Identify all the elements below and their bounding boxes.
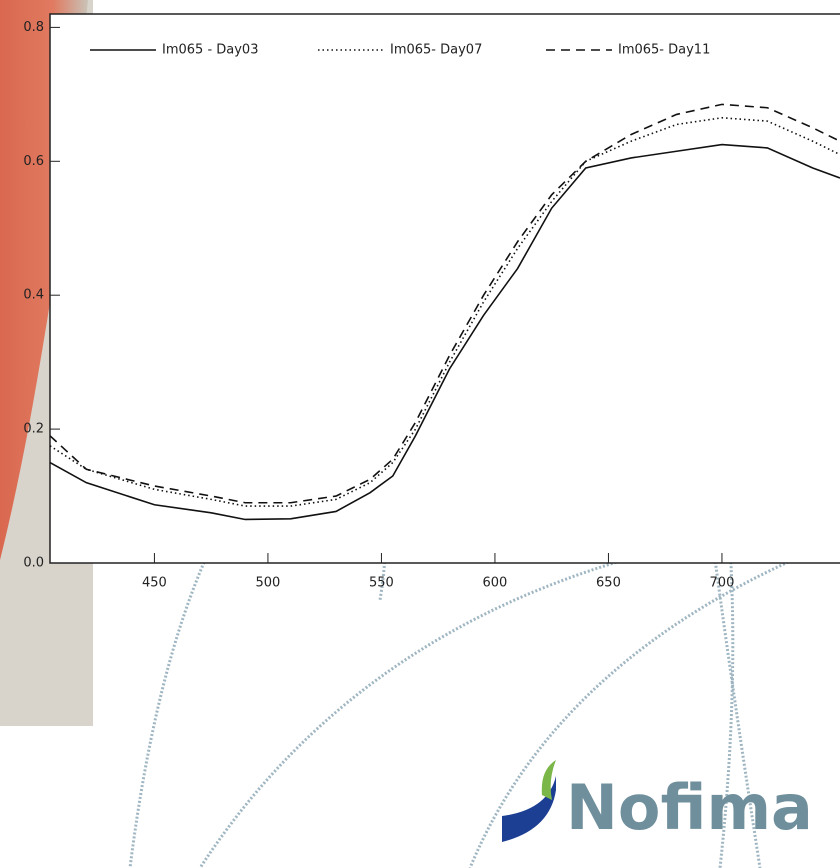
plot-area	[49, 13, 840, 564]
chart: 0.0 0.2 0.4 0.6 0.8 450 500 550 600 650 700 Im065 -…	[23, 20, 840, 591]
x-tick-label: 600	[483, 576, 508, 591]
logo-mark	[502, 776, 556, 842]
x-tick-label: 550	[369, 576, 394, 591]
y-tick-label: 0.8	[23, 20, 44, 35]
x-tick-label: 700	[710, 576, 735, 591]
legend-label: Im065- Day11	[618, 43, 710, 58]
logo-leaf	[541, 760, 556, 800]
y-tick-label: 0.2	[23, 422, 44, 437]
y-tick-label: 0.4	[23, 288, 44, 303]
logo-text: Nofima	[566, 771, 813, 844]
series-line	[49, 103, 840, 504]
series-line	[49, 116, 840, 507]
series-line	[49, 143, 840, 521]
legend-label: Im065 - Day03	[162, 43, 258, 58]
x-tick-label: 500	[256, 576, 281, 591]
y-tick-label: 0.0	[23, 556, 44, 571]
x-tick-label: 650	[596, 576, 621, 591]
y-tick-label: 0.6	[23, 154, 44, 169]
x-tick-label: 450	[142, 576, 167, 591]
legend-label: Im065- Day07	[390, 43, 482, 58]
